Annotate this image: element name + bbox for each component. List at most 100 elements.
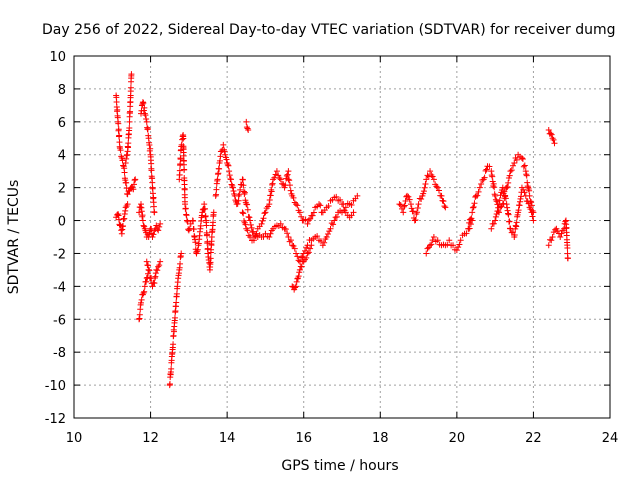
data-point <box>434 237 441 244</box>
y-axis-ticks: -12 -10 -8 -6 -4 -2 0 2 4 6 8 10 <box>45 50 610 427</box>
data-point <box>216 165 223 172</box>
data-point <box>275 172 282 179</box>
data-point <box>149 234 156 240</box>
data-point <box>289 242 296 249</box>
data-point <box>527 206 534 213</box>
data-point <box>140 100 147 107</box>
data-point <box>130 186 137 193</box>
x-tick-label: 14 <box>219 431 236 446</box>
data-point <box>146 142 153 149</box>
data-point <box>148 160 155 167</box>
data-point <box>301 247 308 254</box>
data-point <box>140 290 147 297</box>
data-point <box>228 181 235 188</box>
data-point <box>259 217 266 224</box>
data-point <box>237 186 244 193</box>
data-point <box>241 189 248 196</box>
data-point <box>120 162 127 169</box>
data-point <box>492 217 499 224</box>
data-point <box>520 186 527 193</box>
data-point <box>453 247 460 254</box>
data-point <box>562 218 569 225</box>
data-point <box>114 211 121 218</box>
data-point <box>522 192 529 199</box>
data-point <box>203 222 210 229</box>
data-point <box>307 245 314 252</box>
x-tick-label: 22 <box>525 431 542 446</box>
data-point <box>545 127 552 134</box>
y-tick-label: -6 <box>53 313 66 328</box>
y-axis-label: SDTVAR / TECUs <box>6 180 22 295</box>
data-point <box>190 218 197 225</box>
data-point <box>348 201 355 208</box>
data-point <box>180 135 187 142</box>
data-point <box>505 179 512 186</box>
data-point <box>508 229 515 236</box>
data-point <box>223 156 230 163</box>
data-point <box>504 183 511 190</box>
data-point <box>176 167 183 174</box>
data-point <box>295 273 302 280</box>
data-point <box>435 187 442 194</box>
data-point <box>284 171 291 178</box>
data-point <box>331 217 338 224</box>
data-point <box>201 201 208 208</box>
data-point <box>201 205 208 212</box>
data-point <box>243 118 250 125</box>
data-point <box>182 205 189 212</box>
data-point <box>155 227 162 234</box>
data-points <box>113 71 571 389</box>
data-point <box>324 230 331 237</box>
data-point <box>467 216 474 223</box>
data-point <box>499 184 506 191</box>
data-point <box>192 239 199 246</box>
data-point <box>294 202 301 209</box>
data-point <box>298 213 305 220</box>
data-point <box>285 176 292 183</box>
data-point <box>400 209 407 216</box>
data-point <box>268 188 275 195</box>
data-point <box>401 203 408 210</box>
data-point <box>290 243 297 250</box>
data-point <box>305 217 312 224</box>
data-point <box>143 118 150 125</box>
data-point <box>302 216 309 223</box>
data-point <box>564 245 571 252</box>
data-point <box>293 283 300 290</box>
data-point <box>243 201 250 208</box>
data-point <box>128 71 135 78</box>
data-point <box>316 201 323 208</box>
data-point <box>279 180 286 187</box>
data-point <box>114 106 121 113</box>
data-point <box>495 201 502 208</box>
data-point <box>119 157 126 164</box>
data-point <box>210 209 217 216</box>
data-point <box>305 249 312 256</box>
y-tick-label: -12 <box>45 412 66 427</box>
data-point <box>244 125 251 132</box>
data-point <box>126 187 133 194</box>
data-point <box>469 204 476 211</box>
plot-frame <box>73 55 611 419</box>
data-point <box>428 171 435 178</box>
data-point <box>296 209 303 216</box>
y-tick-label: 2 <box>58 182 66 197</box>
data-point <box>396 201 403 208</box>
data-point <box>181 166 188 173</box>
data-point <box>132 176 139 183</box>
data-point <box>304 220 311 227</box>
data-point <box>328 220 335 227</box>
data-point <box>230 187 237 194</box>
data-point <box>429 173 436 180</box>
data-point <box>153 222 160 229</box>
data-point <box>354 192 361 199</box>
data-point <box>457 237 464 244</box>
data-point <box>428 241 435 248</box>
data-point <box>505 211 512 218</box>
data-point <box>303 254 310 261</box>
data-point <box>273 168 280 175</box>
data-point <box>156 262 163 269</box>
data-point <box>441 203 448 210</box>
data-point <box>429 237 436 244</box>
data-point <box>298 254 305 261</box>
